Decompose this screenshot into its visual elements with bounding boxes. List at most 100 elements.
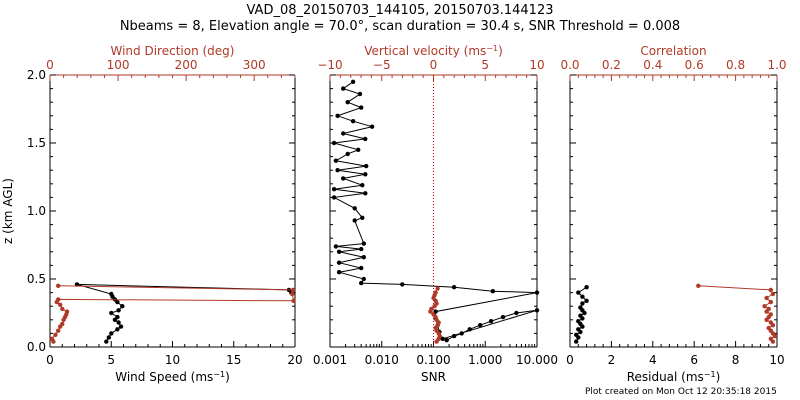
top-x-tick-label: 300	[243, 58, 266, 72]
panel-3-series-1-point	[578, 305, 583, 310]
panel-2-series-1-point	[440, 336, 445, 341]
panel-2-series-1-point	[451, 285, 457, 290]
panel-3-series-2-point	[768, 320, 773, 325]
panel-2-series-1-point	[488, 319, 494, 324]
panel-1-series-2-point	[56, 297, 61, 302]
panel-2-series-1-point	[331, 140, 337, 146]
panel-3-series-2-point	[766, 325, 771, 331]
x-axis-label: SNR	[421, 370, 446, 384]
panel-2-series-1-point	[331, 187, 337, 192]
panel-1-series-1-point	[109, 291, 114, 297]
panel-1-series-1-point	[115, 327, 120, 332]
y-axis-label: z (km AGL)	[1, 178, 15, 244]
panel-2-series-1-point	[336, 270, 342, 275]
panel-2-series-1-point	[341, 176, 346, 181]
panel-3-series-2-point	[768, 312, 773, 317]
x-axis-label-exponent: −1	[704, 370, 716, 379]
x-tick-label: 0	[46, 353, 54, 367]
panel-2-series-1-point	[333, 244, 339, 249]
panel-2-series-1-point	[331, 195, 337, 200]
x-tick-label: 10.000	[516, 353, 558, 367]
top-x-tick-label: 0.0	[560, 58, 579, 72]
panel-3-series-1-point	[576, 327, 581, 332]
x-tick-label: 8	[732, 353, 740, 367]
panel-3-series-1-point	[578, 313, 583, 318]
x-tick-label: 5	[107, 353, 115, 367]
panel-2-series-1-point	[350, 79, 356, 85]
panel-1-series-2-point	[58, 302, 63, 307]
x-axis-label-exponent: −1	[213, 370, 225, 379]
panel-1-series-1-point	[74, 282, 80, 287]
y-tick-label: 2.0	[27, 68, 46, 82]
top-x-tick-label: 0	[46, 58, 54, 72]
panel-2-series-1-point	[451, 333, 457, 339]
panel-2-series-1-point	[361, 276, 366, 282]
top-x-tick-label: 0	[430, 58, 438, 72]
panel-1-series-2-point	[60, 306, 65, 312]
panel-2-series-1-point	[335, 113, 340, 119]
panel-2-series-1-point	[356, 147, 361, 152]
top-x-tick-label: 1.0	[767, 58, 786, 72]
x-axis-label-suffix: )	[716, 370, 721, 384]
x-tick-label: 10	[769, 353, 784, 367]
panel-2-series-2-point	[431, 312, 436, 317]
y-tick-label: 0.5	[27, 272, 46, 286]
x-tick-label: 6	[690, 353, 698, 367]
top-x-tick-label: 0.8	[726, 58, 745, 72]
panel-3-series-2-point	[764, 295, 769, 301]
panel-2-series-1-point	[359, 246, 364, 252]
panel-2-series-1-point	[359, 105, 364, 110]
top-x-tick-label: 0.4	[643, 58, 662, 72]
panel-3-series-1-point	[576, 290, 581, 295]
panel-1-series-2-point	[290, 287, 296, 293]
top-x-axis-label: Correlation	[640, 44, 706, 58]
panel-1-series-1-point	[116, 308, 121, 313]
panel-2-series-1-point	[336, 249, 342, 254]
panel-2-series-1-point	[444, 338, 449, 343]
panel-2-series-1-point	[363, 191, 368, 196]
x-axis-label-text: Wind Speed (ms	[115, 370, 213, 384]
panel-1-series-2-point	[290, 291, 295, 297]
panel-1-series-2-point	[53, 332, 58, 337]
panel-2-series-1-point	[345, 151, 350, 157]
panel-1-series-2-point	[64, 309, 70, 314]
panel-2-series-1-point	[359, 265, 364, 271]
panel-1-series-1-point	[106, 335, 112, 340]
panel-2-series-1-point	[490, 289, 495, 294]
panel-2-series-1-point	[459, 331, 464, 336]
panel-2-series-1-point	[336, 260, 342, 265]
panel-2-series-2-point	[433, 290, 438, 295]
x-axis-label-text: Residual (ms	[627, 370, 704, 384]
top-x-tick-label: −10	[317, 58, 342, 72]
panel-3-series-2-point	[768, 299, 773, 305]
panel-1-series-2-line	[51, 285, 295, 342]
panel-2-series-1-point	[400, 282, 405, 287]
panel-3-series-2-line	[698, 285, 776, 342]
panel-1-series-1-point	[120, 304, 125, 309]
panel-3-series-1-point	[574, 339, 579, 344]
x-tick-label: 20	[287, 353, 302, 367]
top-x-axis-label-text: Vertical velocity (ms	[364, 44, 486, 58]
top-x-tick-label: 100	[107, 58, 130, 72]
x-tick-label: 0.001	[313, 353, 347, 367]
x-tick-label: 4	[649, 353, 657, 367]
panel-1-series-1-point	[109, 310, 114, 316]
chart-subtitle: Nbeams = 8, Elevation angle = 70.0°, sca…	[119, 19, 681, 34]
x-axis-label: Wind Speed (ms−1)	[115, 370, 230, 385]
panel-2-series-1-point	[345, 100, 350, 105]
top-x-axis-label: Wind Direction (deg)	[111, 44, 235, 58]
panel-3-series-1-point	[580, 301, 585, 306]
x-tick-label: 15	[226, 353, 241, 367]
panel-2-series-1-point	[350, 119, 356, 124]
top-x-axis-label: Vertical velocity (ms−1)	[364, 44, 503, 59]
panel-2-series-1-point	[467, 327, 472, 332]
panel-2-series-2-point	[429, 306, 434, 312]
panel-2-series-1-point	[534, 290, 540, 295]
x-axis-label: Residual (ms−1)	[627, 370, 721, 385]
panel-3-series-1-point	[574, 332, 579, 337]
plot-created-footer: Plot created on Mon Oct 12 20:35:18 2015	[585, 387, 777, 397]
x-tick-label: 10	[165, 353, 180, 367]
panel-2-series-1-point	[341, 86, 346, 91]
panel-2-series-1-point	[363, 172, 368, 177]
